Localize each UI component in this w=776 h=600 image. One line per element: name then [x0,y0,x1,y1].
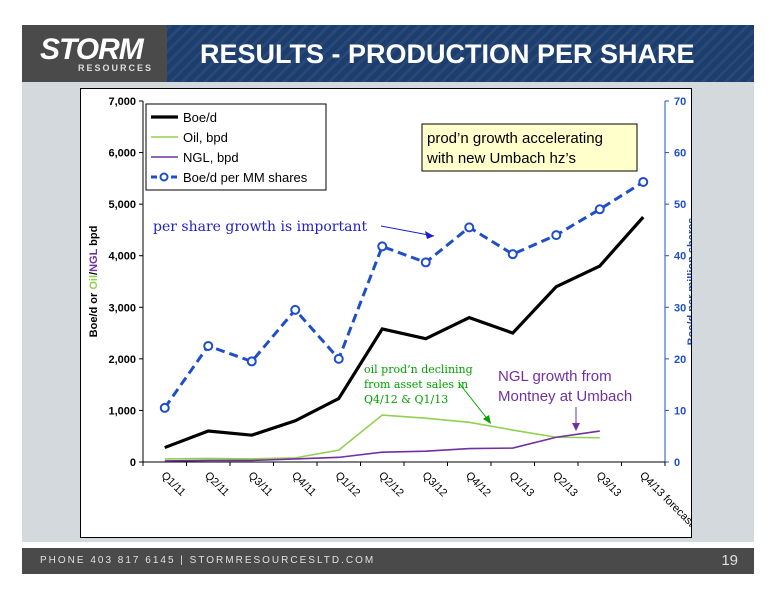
legend-label: NGL, bpd [183,150,239,165]
x-tick-label: Q3/13 [594,470,624,500]
y-axis-label-part: bpd [88,226,100,249]
y2-axis-label: Boe/d per million shares [686,218,691,346]
legend-label: Oil, bpd [183,130,228,145]
x-tick-label: Q1/11 [159,470,188,499]
x-tick-label: Q1/13 [507,470,537,500]
annotation-per-share: per share growth is important [153,219,367,235]
slide-header: STORM RESOURCES RESULTS - PRODUCTION PER… [22,25,754,82]
x-tick-label: Q4/12 [463,470,493,500]
left-tick-label: 1,000 [108,405,136,417]
per-share-point [551,230,562,241]
right-tick-label: 40 [674,251,686,263]
left-tick-label: 5,000 [108,199,136,211]
per-share-point [377,241,388,252]
left-tick-label: 2,000 [108,354,136,366]
footer-contact: PHONE 403 817 6145 | STORMRESOURCESLTD.C… [40,555,376,566]
left-tick-label: 3,000 [108,302,136,314]
per-share-point [638,176,649,187]
callout-box [421,123,638,172]
right-tick-label: 10 [674,405,686,417]
annotation-oil-arrowhead [483,415,491,424]
left-tick-label: 4,000 [108,251,136,263]
annotation-ngl-line2: Montney at Umbach [498,388,632,405]
left-tick-label: 0 [130,457,136,469]
production-chart: 0 1,000 2,000 3,000 4,000 5,000 6,000 7,000 0 10 2… [88,96,691,530]
annotation-oil-line3: Q4/12 & Q1/13 [364,393,448,406]
annotation-ngl-line1: NGL growth from [498,368,612,385]
series-line-per-share [163,180,645,409]
per-share-point [290,304,301,315]
right-tick-label: 50 [674,199,686,211]
right-tick-label: 0 [674,457,680,469]
annotation-oil-line1: oil prod’n declining [364,363,473,376]
series-line-oil [164,414,600,460]
x-tick-label: Q3/11 [246,470,275,499]
annotation-accelerating-line1: prod’n growth accelerating [427,130,603,147]
left-tick-label: 7,000 [108,96,136,108]
annotation-oil-line2: from asset sales in [364,378,468,391]
slide-title: RESULTS - PRODUCTION PER SHARE [200,39,695,69]
per-share-point [420,257,431,268]
left-tick-label: 6,000 [108,148,136,160]
annotation-oil-arrow [458,382,490,422]
annotation-accelerating-line2: with new Umbach hz’s [426,150,576,167]
x-tick-label: Q3/12 [420,470,450,500]
per-share-point [246,356,257,367]
right-tick-label: 70 [674,96,686,108]
series-line-boed [164,215,645,450]
right-tick-label: 30 [674,302,686,314]
x-tick-label: Q1/12 [333,470,363,500]
legend-marker [159,172,169,182]
per-share-point [507,249,518,260]
logo-sub-text: RESOURCES [78,63,154,73]
logo-main-text: STORM [40,33,144,66]
y-axis-label-part: Boe/d or [88,290,100,338]
legend-label: Boe/d [183,110,217,125]
legend-label: Boe/d per MM shares [183,170,308,185]
annotation-per-share-arrow [380,225,435,237]
per-share-point [464,222,475,233]
per-share-point [159,402,170,413]
y-axis-label: Boe/d or Oil/NGL bpd [88,226,100,338]
chart-frame: 0 1,000 2,000 3,000 4,000 5,000 6,000 7,000 0 10 2… [80,88,692,538]
per-share-point [594,204,605,215]
per-share-point [203,340,214,351]
x-tick-label: Q2/11 [202,470,231,499]
right-tick-label: 20 [674,354,686,366]
annotation-ngl-arrowhead [572,423,580,431]
y-axis-label-part: NGL [88,248,100,272]
x-tick-label: Q2/13 [550,470,580,500]
slide-footer: PHONE 403 817 6145 | STORMRESOURCESLTD.C… [22,548,754,574]
x-tick-label: Q2/12 [376,470,406,500]
logo: STORM RESOURCES [22,25,167,82]
right-tick-label: 60 [674,148,686,160]
y-axis-label-part: Oil [88,275,100,290]
annotation-per-share-arrowhead [425,231,434,239]
x-tick-label: Q4/13 forecast [637,470,691,530]
x-tick-label: Q4/11 [289,470,318,499]
page-number: 19 [721,552,738,569]
per-share-point [333,353,344,364]
y-axis-label-part: / [88,272,100,275]
series-line-ngl [164,430,600,462]
